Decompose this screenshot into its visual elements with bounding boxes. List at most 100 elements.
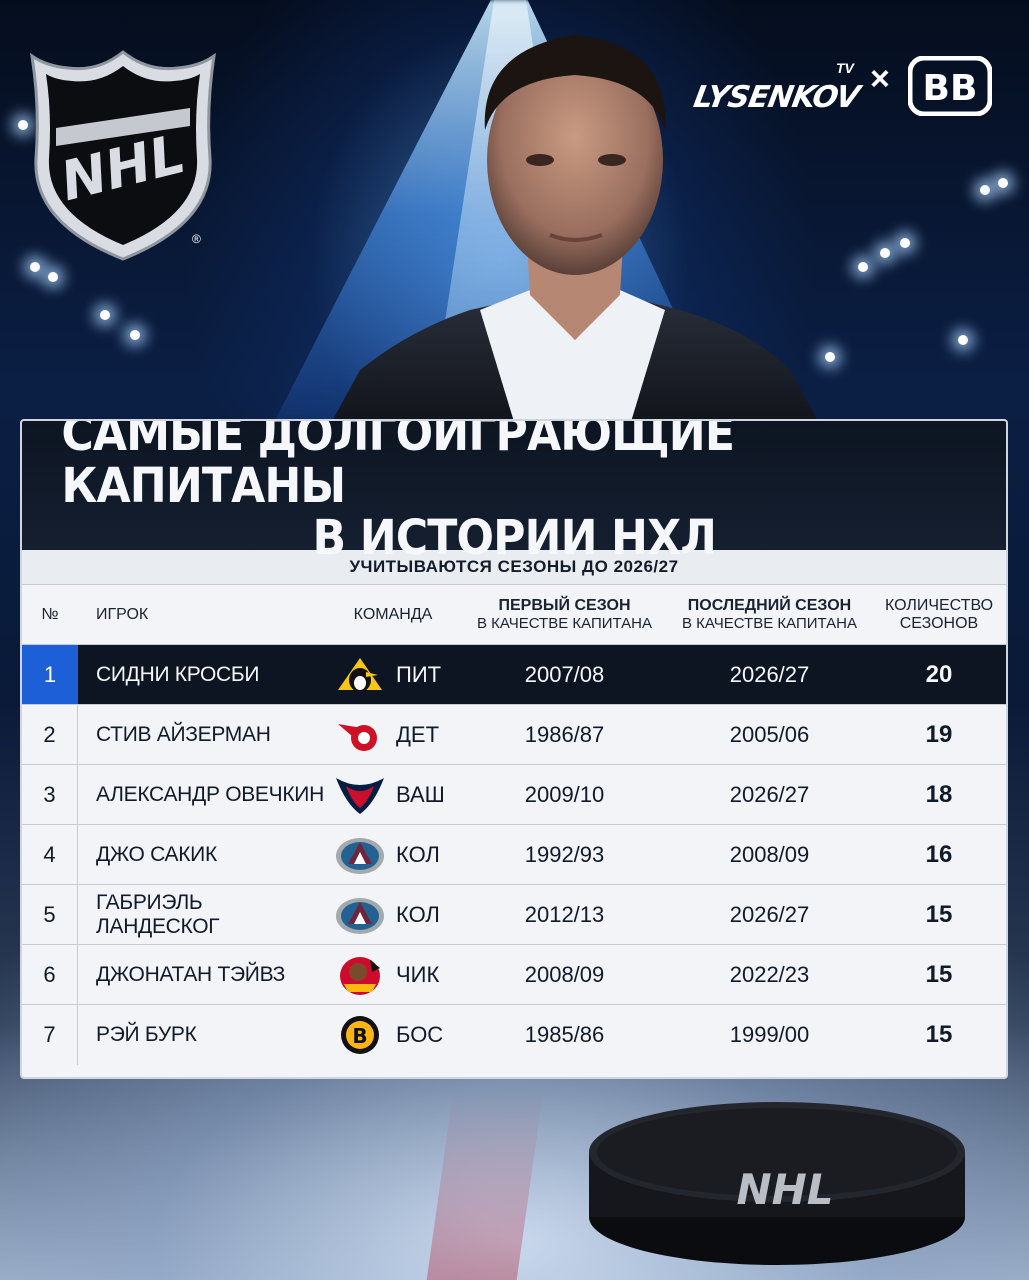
- arena-light: [998, 178, 1008, 188]
- row-season-count: 15: [925, 1021, 953, 1048]
- row-last-season: 2022/23: [729, 961, 810, 987]
- blackhawks-logo-icon: [324, 954, 396, 996]
- header-last-season: ПОСЛЕДНИЙ СЕЗОН В КАЧЕСТВЕ КАПИТАНА: [667, 597, 872, 632]
- row-season-count: 20: [925, 660, 953, 688]
- ice-red-line: [426, 1090, 544, 1280]
- arena-light: [858, 262, 868, 272]
- row-rank: 1: [22, 645, 78, 704]
- row-player-name: АЛЕКСАНДР ОВЕЧКИН: [96, 782, 324, 806]
- table-row: 5 ГАБРИЭЛЬ ЛАНДЕСКОГ КОЛ 2012/13 2026/27 15: [22, 885, 1006, 945]
- table-header: № ИГРОК КОМАНДА ПЕРВЫЙ СЕЗОН В КАЧЕСТВЕ …: [22, 585, 1006, 645]
- penguins-logo-icon: [324, 654, 396, 696]
- table-body: 1 СИДНИ КРОСБИ ПИТ 2007/08 2026/27 20 2 СТИВ АЙ…: [22, 645, 1006, 1065]
- header-last-sub: В КАЧЕСТВЕ КАПИТАНА: [681, 615, 858, 632]
- partner-logos: LYSENKOV TV × BB: [690, 46, 1010, 136]
- table-row: 2 СТИВ АЙЗЕРМАН ДЕТ 1986/87 2005/06 19: [22, 705, 1006, 765]
- subtitle-note: УЧИТЫВАЮТСЯ СЕЗОНЫ ДО 2026/27: [22, 550, 1006, 585]
- row-team-abbr: ДЕТ: [396, 721, 440, 747]
- arena-light: [130, 330, 140, 340]
- row-last-season: 2026/27: [729, 901, 810, 927]
- lysenkov-logo: LYSENKOV: [690, 80, 862, 115]
- row-first-season: 1986/87: [524, 721, 605, 747]
- row-first-season: 2012/13: [524, 901, 605, 927]
- arena-light: [825, 352, 835, 362]
- header-count-main: КОЛИЧЕСТВО: [884, 596, 994, 614]
- row-rank: 6: [22, 945, 78, 1004]
- row-last-season: 2026/27: [729, 661, 810, 687]
- row-rank: 2: [22, 705, 78, 764]
- row-first-season: 2009/10: [524, 781, 605, 807]
- row-season-count: 18: [925, 780, 953, 808]
- row-rank: 5: [22, 885, 78, 944]
- nhl-shield-logo: NHL: [29, 50, 217, 261]
- row-player-name: ДЖО САКИК: [96, 842, 217, 866]
- bruins-logo-icon: B: [324, 1014, 396, 1056]
- collab-separator: ×: [870, 60, 890, 98]
- avalanche-logo-icon: [324, 834, 396, 876]
- header-count-sub: СЕЗОНОВ: [899, 614, 979, 632]
- row-season-count: 15: [925, 960, 953, 988]
- avalanche-logo-icon: [324, 894, 396, 936]
- arena-light: [980, 185, 990, 195]
- row-team-abbr: ПИТ: [396, 661, 442, 687]
- arena-light: [30, 262, 40, 272]
- header-count: КОЛИЧЕСТВО СЕЗОНОВ: [872, 597, 1006, 633]
- row-first-season: 2007/08: [524, 661, 605, 687]
- arena-light: [900, 238, 910, 248]
- header-num: №: [41, 605, 59, 623]
- header-last-main: ПОСЛЕДНИЙ СЕЗОН: [687, 597, 852, 614]
- row-player-name: ГАБРИЭЛЬ ЛАНДЕСКОГ: [96, 890, 220, 938]
- row-season-count: 16: [925, 840, 953, 868]
- row-team-abbr: ЧИК: [396, 961, 440, 987]
- row-player-name: СИДНИ КРОСБИ: [96, 662, 260, 686]
- svg-text:B: B: [352, 1024, 367, 1048]
- arena-light: [958, 335, 968, 345]
- table-row: 6 ДЖОНАТАН ТЭЙВЗ ЧИК 2008/09 2022/23 15: [22, 945, 1006, 1005]
- puck-nhl-text: NHL: [736, 1165, 833, 1214]
- row-last-season: 1999/00: [729, 1022, 810, 1047]
- row-last-season: 2008/09: [729, 841, 810, 867]
- row-team-abbr: БОС: [396, 1022, 444, 1047]
- arena-light: [880, 248, 890, 258]
- capitals-logo-icon: [324, 774, 396, 816]
- page-title-line1: САМЫЕ ДОЛГОИГРАЮЩИЕ КАПИТАНЫ: [61, 419, 735, 514]
- row-player-name: ДЖОНАТАН ТЭЙВЗ: [96, 962, 285, 986]
- header-player: ИГРОК: [96, 605, 149, 623]
- page-title-line2: В ИСТОРИИ НХЛ: [312, 509, 716, 566]
- table-row: 3 АЛЕКСАНДР ОВЕЧКИН ВАШ 2009/10 2026/27 18: [22, 765, 1006, 825]
- arena-light: [100, 310, 110, 320]
- row-rank: 7: [22, 1005, 78, 1065]
- table-row: 1 СИДНИ КРОСБИ ПИТ 2007/08 2026/27 20: [22, 645, 1006, 705]
- row-team-abbr: ВАШ: [396, 781, 445, 807]
- row-team-abbr: КОЛ: [396, 901, 440, 927]
- row-last-season: 2005/06: [729, 721, 810, 747]
- row-rank: 3: [22, 765, 78, 824]
- registered-mark: ®: [192, 232, 201, 246]
- arena-light: [48, 272, 58, 282]
- red-wings-logo-icon: [324, 714, 396, 756]
- row-first-season: 1985/86: [524, 1022, 605, 1047]
- hockey-puck: NHL: [589, 1102, 965, 1265]
- header-first-season: ПЕРВЫЙ СЕЗОН В КАЧЕСТВЕ КАПИТАНА: [462, 597, 667, 632]
- row-last-season: 2026/27: [729, 781, 810, 807]
- row-team-abbr: КОЛ: [396, 841, 440, 867]
- title-band: САМЫЕ ДОЛГОИГРАЮЩИЕ КАПИТАНЫ В ИСТОРИИ Н…: [22, 419, 1006, 564]
- header-first-sub: В КАЧЕСТВЕ КАПИТАНА: [476, 615, 653, 632]
- header-team: КОМАНДА: [353, 605, 433, 623]
- row-first-season: 2008/09: [524, 961, 605, 987]
- header-first-main: ПЕРВЫЙ СЕЗОН: [498, 597, 631, 614]
- table-row: 7 РЭЙ БУРК B БОС 1985/86 1999/00 15: [22, 1005, 1006, 1065]
- player-portrait: [330, 35, 820, 425]
- bb-logo: BB: [908, 56, 992, 116]
- table-row: 4 ДЖО САКИК КОЛ 1992/93 2008/09 16: [22, 825, 1006, 885]
- row-player-name: СТИВ АЙЗЕРМАН: [96, 722, 271, 746]
- row-season-count: 19: [925, 720, 953, 748]
- row-first-season: 1992/93: [524, 841, 605, 867]
- bb-logo-text: BB: [923, 68, 978, 109]
- row-rank: 4: [22, 825, 78, 884]
- lysenkov-tv-label: TV: [836, 60, 854, 76]
- row-season-count: 15: [925, 900, 953, 928]
- row-player-name: РЭЙ БУРК: [96, 1023, 197, 1046]
- arena-light: [18, 120, 28, 130]
